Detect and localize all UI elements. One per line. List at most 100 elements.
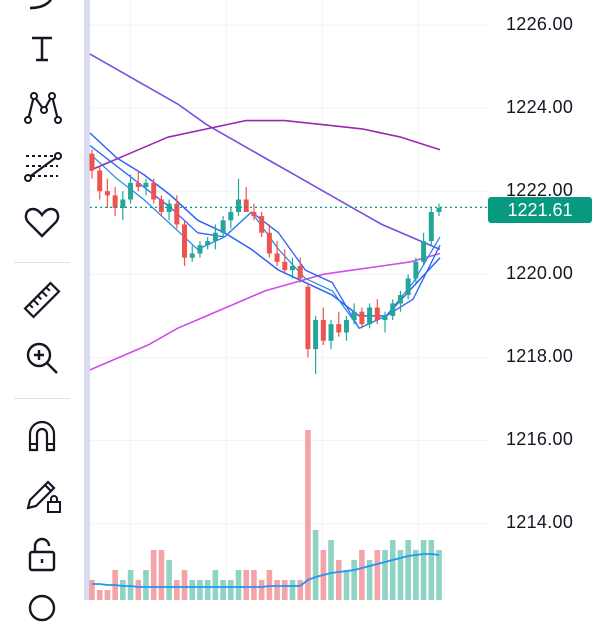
volume-bar bbox=[343, 570, 350, 600]
candle-body bbox=[120, 199, 126, 208]
volume-bar bbox=[96, 590, 103, 600]
volume-bar bbox=[174, 580, 180, 600]
volume-bar bbox=[197, 580, 203, 600]
candle-body bbox=[351, 311, 357, 321]
candle-body bbox=[282, 261, 288, 271]
volume-bar bbox=[228, 580, 234, 600]
magnet-icon[interactable] bbox=[0, 408, 84, 464]
candle-body bbox=[266, 232, 272, 254]
volume-bar bbox=[204, 580, 211, 600]
ruler-measure-icon[interactable] bbox=[0, 272, 84, 328]
volume-bar bbox=[328, 540, 334, 600]
candle-body bbox=[413, 261, 419, 279]
price-tick: 1216.00 bbox=[506, 429, 574, 449]
last-price-badge: 1221.61 bbox=[488, 197, 592, 223]
candle-body bbox=[236, 199, 242, 212]
candle-body bbox=[328, 324, 334, 341]
volume-bar bbox=[420, 540, 427, 600]
chart-left-edge bbox=[84, 0, 90, 600]
moving-average-line bbox=[89, 132, 441, 317]
volume-bar bbox=[413, 550, 419, 600]
moving-average-line bbox=[89, 119, 441, 172]
candle-body bbox=[97, 170, 103, 192]
candle-body bbox=[390, 303, 396, 316]
candle-body bbox=[189, 253, 195, 258]
prediction-tool-icon[interactable] bbox=[0, 138, 84, 194]
volume-bar bbox=[305, 430, 311, 600]
candle-body bbox=[367, 307, 373, 325]
favorites-heart-icon[interactable] bbox=[0, 194, 84, 250]
candle-body bbox=[197, 245, 203, 254]
moving-average-line bbox=[89, 53, 441, 251]
volume-bar bbox=[281, 580, 288, 600]
volume-bar bbox=[189, 580, 196, 600]
candle-body bbox=[228, 211, 234, 221]
volume-bar bbox=[351, 560, 357, 600]
volume-bar bbox=[158, 550, 165, 600]
volume-bar bbox=[135, 580, 142, 600]
volume-bar bbox=[150, 550, 157, 600]
volume-bar bbox=[274, 580, 280, 600]
volume-bar bbox=[359, 550, 365, 600]
candlesticks bbox=[89, 149, 442, 375]
volume-bar bbox=[366, 560, 373, 600]
candle-body bbox=[405, 278, 411, 296]
volume-bar bbox=[335, 560, 342, 600]
price-tick: 1226.00 bbox=[506, 14, 574, 34]
candle-body bbox=[343, 320, 349, 333]
pattern-tool-icon[interactable] bbox=[0, 78, 84, 134]
volume-bar bbox=[258, 580, 265, 600]
curve-tool-icon[interactable] bbox=[0, 0, 84, 28]
candle-body bbox=[112, 195, 118, 208]
price-chart[interactable] bbox=[0, 0, 600, 600]
volume-bar bbox=[251, 570, 257, 600]
text-tool-icon[interactable] bbox=[0, 20, 84, 76]
volume-bar bbox=[266, 570, 273, 600]
candle-body bbox=[135, 182, 141, 188]
volume-bar bbox=[104, 590, 111, 600]
price-tick: 1220.00 bbox=[506, 263, 574, 283]
zoom-in-icon[interactable] bbox=[0, 330, 84, 386]
candle-body bbox=[151, 182, 157, 200]
candle-body bbox=[397, 295, 403, 304]
volume-bar bbox=[243, 570, 250, 600]
volume-bar bbox=[297, 580, 303, 600]
chart-grid bbox=[90, 0, 490, 600]
volume-bar bbox=[143, 570, 149, 600]
volume-bar bbox=[220, 580, 226, 600]
volume-bar bbox=[289, 580, 296, 600]
lock-all-icon[interactable] bbox=[0, 526, 84, 582]
candle-body bbox=[297, 265, 303, 279]
candle-body bbox=[143, 182, 149, 188]
candle-body bbox=[374, 307, 380, 321]
toolbar-divider bbox=[14, 398, 70, 399]
candle-body bbox=[274, 253, 280, 262]
candle-body bbox=[182, 224, 188, 258]
price-tick: 1224.00 bbox=[506, 97, 574, 117]
candle-body bbox=[104, 191, 110, 196]
candle-body bbox=[212, 232, 218, 242]
candle-body bbox=[313, 320, 319, 350]
price-tick: 1218.00 bbox=[506, 346, 574, 366]
volume-bar bbox=[382, 550, 388, 600]
candle-body bbox=[320, 320, 326, 341]
volume-bar bbox=[405, 540, 411, 600]
moving-average-line bbox=[89, 153, 441, 329]
volume-bar bbox=[235, 570, 242, 600]
volume-bar bbox=[181, 570, 188, 600]
volume-ma-line bbox=[92, 553, 440, 588]
volume-bar bbox=[436, 550, 442, 600]
candle-body bbox=[220, 220, 226, 233]
volume-bar bbox=[166, 560, 172, 600]
volume-bar bbox=[127, 570, 134, 600]
candle-body bbox=[259, 216, 265, 233]
volume-bars bbox=[89, 430, 442, 600]
lock-drawings-icon[interactable] bbox=[0, 466, 84, 522]
candle-body bbox=[251, 211, 257, 217]
candle-body bbox=[428, 211, 434, 242]
candle-body bbox=[421, 241, 427, 262]
candle-body bbox=[166, 203, 172, 212]
volume-bar bbox=[312, 530, 319, 600]
candle-body bbox=[89, 153, 95, 171]
candle-body bbox=[243, 199, 249, 212]
